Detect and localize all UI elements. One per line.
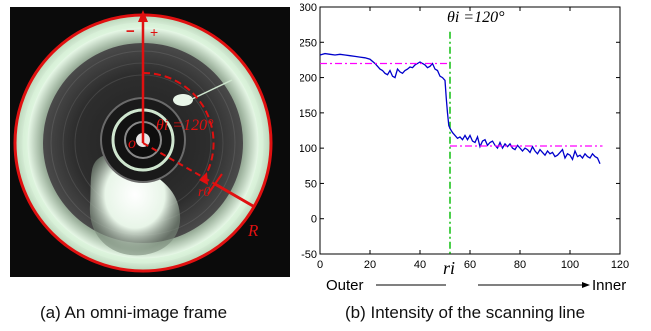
x-axis: 0 20 40 60 80 100 120 bbox=[317, 7, 629, 271]
caption-b: (b) Intensity of the scanning line bbox=[345, 303, 586, 322]
minus-sign: − bbox=[126, 23, 135, 40]
y-tick-label: 300 bbox=[300, 2, 317, 14]
series-layer bbox=[319, 31, 603, 254]
angle-arc bbox=[142, 71, 215, 179]
angle-label: θi =120° bbox=[156, 117, 214, 134]
scan-ray-outer bbox=[214, 182, 254, 208]
outer-label: Outer bbox=[326, 277, 364, 294]
direction-arrow-head bbox=[582, 282, 590, 288]
y-tick-label: -50 bbox=[301, 249, 317, 261]
x-tick-label: 80 bbox=[514, 259, 526, 271]
y-tick-label: 100 bbox=[300, 143, 317, 155]
scan-ray-inner bbox=[142, 142, 216, 185]
y-tick-label: 200 bbox=[300, 73, 317, 85]
y-axis: -50 0 50 100 150 200 250 300 bbox=[299, 2, 620, 261]
plot-frame bbox=[319, 6, 621, 255]
x-tick-label: 100 bbox=[561, 259, 579, 271]
reference-arrow-head bbox=[138, 10, 148, 22]
x-tick-label: 60 bbox=[464, 259, 476, 271]
omni-image-panel: − + θi =120° o r0 R (a) An omni-image fr… bbox=[0, 0, 300, 331]
caption-a: (a) An omni-image frame bbox=[40, 303, 228, 322]
x-tick-label: 120 bbox=[611, 259, 629, 271]
y-tick-label: 250 bbox=[300, 37, 317, 49]
intensity-line bbox=[319, 52, 601, 164]
r0-label: r0 bbox=[198, 185, 210, 200]
y-tick-label: 50 bbox=[305, 178, 317, 190]
x-tick-label: 0 bbox=[317, 259, 323, 271]
chart-title: θi =120° bbox=[447, 9, 505, 26]
y-tick-label: 150 bbox=[300, 108, 317, 120]
plus-sign: + bbox=[150, 24, 158, 40]
center-label: o bbox=[128, 135, 136, 152]
r0-tick bbox=[207, 173, 223, 195]
inner-label: Inner bbox=[592, 277, 626, 294]
x-tick-label: 40 bbox=[414, 259, 426, 271]
omni-image: − + θi =120° o r0 R bbox=[10, 7, 290, 277]
y-tick-label: 0 bbox=[311, 214, 317, 226]
x-tick-label: 20 bbox=[364, 259, 376, 271]
radius-label: R bbox=[247, 221, 259, 240]
ri-label: ri bbox=[443, 258, 455, 278]
intensity-chart-panel: -50 0 50 100 150 200 250 300 0 20 40 60 80 100 120 θi… bbox=[299, 0, 651, 331]
fixture bbox=[173, 94, 193, 106]
